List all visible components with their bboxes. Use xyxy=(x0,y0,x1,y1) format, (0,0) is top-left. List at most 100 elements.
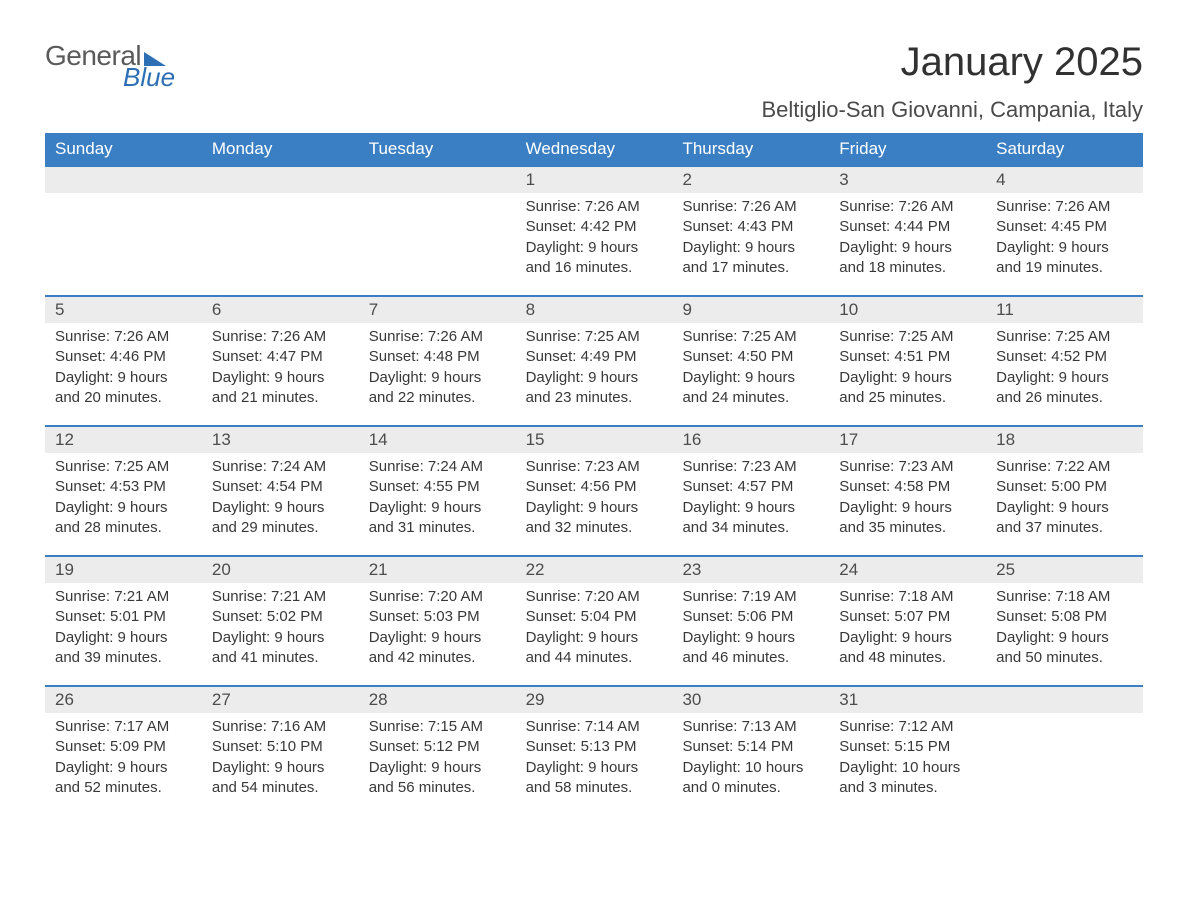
day-number-empty xyxy=(359,167,516,193)
day-number: 21 xyxy=(359,557,516,583)
sunrise-text: Sunrise: 7:23 AM xyxy=(526,457,663,477)
day-body: Sunrise: 7:26 AMSunset: 4:47 PMDaylight:… xyxy=(202,323,359,414)
sunset-text: Sunset: 5:12 PM xyxy=(369,737,506,757)
weekday-tuesday: Tuesday xyxy=(359,133,516,165)
daylight-line1: Daylight: 9 hours xyxy=(369,368,506,388)
day-cell: 16Sunrise: 7:23 AMSunset: 4:57 PMDayligh… xyxy=(672,427,829,555)
day-body: Sunrise: 7:17 AMSunset: 5:09 PMDaylight:… xyxy=(45,713,202,804)
day-cell: 6Sunrise: 7:26 AMSunset: 4:47 PMDaylight… xyxy=(202,297,359,425)
daylight-line1: Daylight: 9 hours xyxy=(682,368,819,388)
day-body: Sunrise: 7:20 AMSunset: 5:03 PMDaylight:… xyxy=(359,583,516,674)
daylight-line1: Daylight: 9 hours xyxy=(682,628,819,648)
daylight-line2: and 44 minutes. xyxy=(526,648,663,668)
sunrise-text: Sunrise: 7:25 AM xyxy=(839,327,976,347)
day-body: Sunrise: 7:24 AMSunset: 4:55 PMDaylight:… xyxy=(359,453,516,544)
daylight-line2: and 26 minutes. xyxy=(996,388,1133,408)
daylight-line1: Daylight: 9 hours xyxy=(996,628,1133,648)
day-cell: 22Sunrise: 7:20 AMSunset: 5:04 PMDayligh… xyxy=(516,557,673,685)
weekday-thursday: Thursday xyxy=(672,133,829,165)
logo-text-blue: Blue xyxy=(123,62,175,93)
daylight-line1: Daylight: 9 hours xyxy=(996,368,1133,388)
day-number: 16 xyxy=(672,427,829,453)
daylight-line2: and 22 minutes. xyxy=(369,388,506,408)
sunrise-text: Sunrise: 7:21 AM xyxy=(55,587,192,607)
sunset-text: Sunset: 4:52 PM xyxy=(996,347,1133,367)
day-number: 18 xyxy=(986,427,1143,453)
sunrise-text: Sunrise: 7:25 AM xyxy=(526,327,663,347)
day-body: Sunrise: 7:18 AMSunset: 5:07 PMDaylight:… xyxy=(829,583,986,674)
day-number: 28 xyxy=(359,687,516,713)
sunrise-text: Sunrise: 7:17 AM xyxy=(55,717,192,737)
sunrise-text: Sunrise: 7:21 AM xyxy=(212,587,349,607)
week-row: 12Sunrise: 7:25 AMSunset: 4:53 PMDayligh… xyxy=(45,425,1143,555)
day-body: Sunrise: 7:26 AMSunset: 4:45 PMDaylight:… xyxy=(986,193,1143,284)
day-body: Sunrise: 7:14 AMSunset: 5:13 PMDaylight:… xyxy=(516,713,673,804)
daylight-line2: and 23 minutes. xyxy=(526,388,663,408)
day-body: Sunrise: 7:26 AMSunset: 4:42 PMDaylight:… xyxy=(516,193,673,284)
daylight-line1: Daylight: 9 hours xyxy=(212,498,349,518)
daylight-line2: and 17 minutes. xyxy=(682,258,819,278)
daylight-line2: and 42 minutes. xyxy=(369,648,506,668)
daylight-line2: and 37 minutes. xyxy=(996,518,1133,538)
weekday-saturday: Saturday xyxy=(986,133,1143,165)
daylight-line1: Daylight: 9 hours xyxy=(369,628,506,648)
sunset-text: Sunset: 4:58 PM xyxy=(839,477,976,497)
daylight-line1: Daylight: 10 hours xyxy=(682,758,819,778)
sunset-text: Sunset: 4:42 PM xyxy=(526,217,663,237)
sunrise-text: Sunrise: 7:15 AM xyxy=(369,717,506,737)
daylight-line1: Daylight: 9 hours xyxy=(839,628,976,648)
sunset-text: Sunset: 4:47 PM xyxy=(212,347,349,367)
sunset-text: Sunset: 4:49 PM xyxy=(526,347,663,367)
day-cell: 1Sunrise: 7:26 AMSunset: 4:42 PMDaylight… xyxy=(516,167,673,295)
sunset-text: Sunset: 4:43 PM xyxy=(682,217,819,237)
day-body: Sunrise: 7:12 AMSunset: 5:15 PMDaylight:… xyxy=(829,713,986,804)
daylight-line2: and 46 minutes. xyxy=(682,648,819,668)
day-cell: 9Sunrise: 7:25 AMSunset: 4:50 PMDaylight… xyxy=(672,297,829,425)
sunrise-text: Sunrise: 7:23 AM xyxy=(839,457,976,477)
day-cell: 30Sunrise: 7:13 AMSunset: 5:14 PMDayligh… xyxy=(672,687,829,815)
daylight-line1: Daylight: 9 hours xyxy=(55,758,192,778)
day-body: Sunrise: 7:22 AMSunset: 5:00 PMDaylight:… xyxy=(986,453,1143,544)
day-number: 24 xyxy=(829,557,986,583)
day-cell: 13Sunrise: 7:24 AMSunset: 4:54 PMDayligh… xyxy=(202,427,359,555)
daylight-line1: Daylight: 9 hours xyxy=(369,498,506,518)
daylight-line1: Daylight: 9 hours xyxy=(682,238,819,258)
daylight-line1: Daylight: 9 hours xyxy=(55,628,192,648)
day-cell: 21Sunrise: 7:20 AMSunset: 5:03 PMDayligh… xyxy=(359,557,516,685)
sunset-text: Sunset: 4:57 PM xyxy=(682,477,819,497)
day-body: Sunrise: 7:26 AMSunset: 4:48 PMDaylight:… xyxy=(359,323,516,414)
sunrise-text: Sunrise: 7:24 AM xyxy=(369,457,506,477)
day-number: 31 xyxy=(829,687,986,713)
day-number: 29 xyxy=(516,687,673,713)
sunset-text: Sunset: 5:14 PM xyxy=(682,737,819,757)
day-body: Sunrise: 7:23 AMSunset: 4:58 PMDaylight:… xyxy=(829,453,986,544)
sunrise-text: Sunrise: 7:18 AM xyxy=(996,587,1133,607)
day-cell: 12Sunrise: 7:25 AMSunset: 4:53 PMDayligh… xyxy=(45,427,202,555)
daylight-line1: Daylight: 9 hours xyxy=(526,628,663,648)
day-body: Sunrise: 7:21 AMSunset: 5:01 PMDaylight:… xyxy=(45,583,202,674)
weeks-container: 1Sunrise: 7:26 AMSunset: 4:42 PMDaylight… xyxy=(45,165,1143,815)
sunset-text: Sunset: 4:51 PM xyxy=(839,347,976,367)
day-body: Sunrise: 7:25 AMSunset: 4:50 PMDaylight:… xyxy=(672,323,829,414)
day-body: Sunrise: 7:26 AMSunset: 4:44 PMDaylight:… xyxy=(829,193,986,284)
day-cell: 8Sunrise: 7:25 AMSunset: 4:49 PMDaylight… xyxy=(516,297,673,425)
weekday-wednesday: Wednesday xyxy=(516,133,673,165)
day-number: 26 xyxy=(45,687,202,713)
day-cell: 15Sunrise: 7:23 AMSunset: 4:56 PMDayligh… xyxy=(516,427,673,555)
sunrise-text: Sunrise: 7:26 AM xyxy=(996,197,1133,217)
daylight-line1: Daylight: 9 hours xyxy=(212,368,349,388)
sunrise-text: Sunrise: 7:13 AM xyxy=(682,717,819,737)
day-number: 15 xyxy=(516,427,673,453)
sunrise-text: Sunrise: 7:20 AM xyxy=(526,587,663,607)
day-body: Sunrise: 7:19 AMSunset: 5:06 PMDaylight:… xyxy=(672,583,829,674)
sunrise-text: Sunrise: 7:16 AM xyxy=(212,717,349,737)
daylight-line2: and 16 minutes. xyxy=(526,258,663,278)
title-block: January 2025 Beltiglio-San Giovanni, Cam… xyxy=(761,40,1143,123)
daylight-line2: and 31 minutes. xyxy=(369,518,506,538)
day-cell: 5Sunrise: 7:26 AMSunset: 4:46 PMDaylight… xyxy=(45,297,202,425)
day-cell: 20Sunrise: 7:21 AMSunset: 5:02 PMDayligh… xyxy=(202,557,359,685)
sunset-text: Sunset: 5:15 PM xyxy=(839,737,976,757)
day-number: 22 xyxy=(516,557,673,583)
day-body: Sunrise: 7:16 AMSunset: 5:10 PMDaylight:… xyxy=(202,713,359,804)
sunset-text: Sunset: 4:48 PM xyxy=(369,347,506,367)
